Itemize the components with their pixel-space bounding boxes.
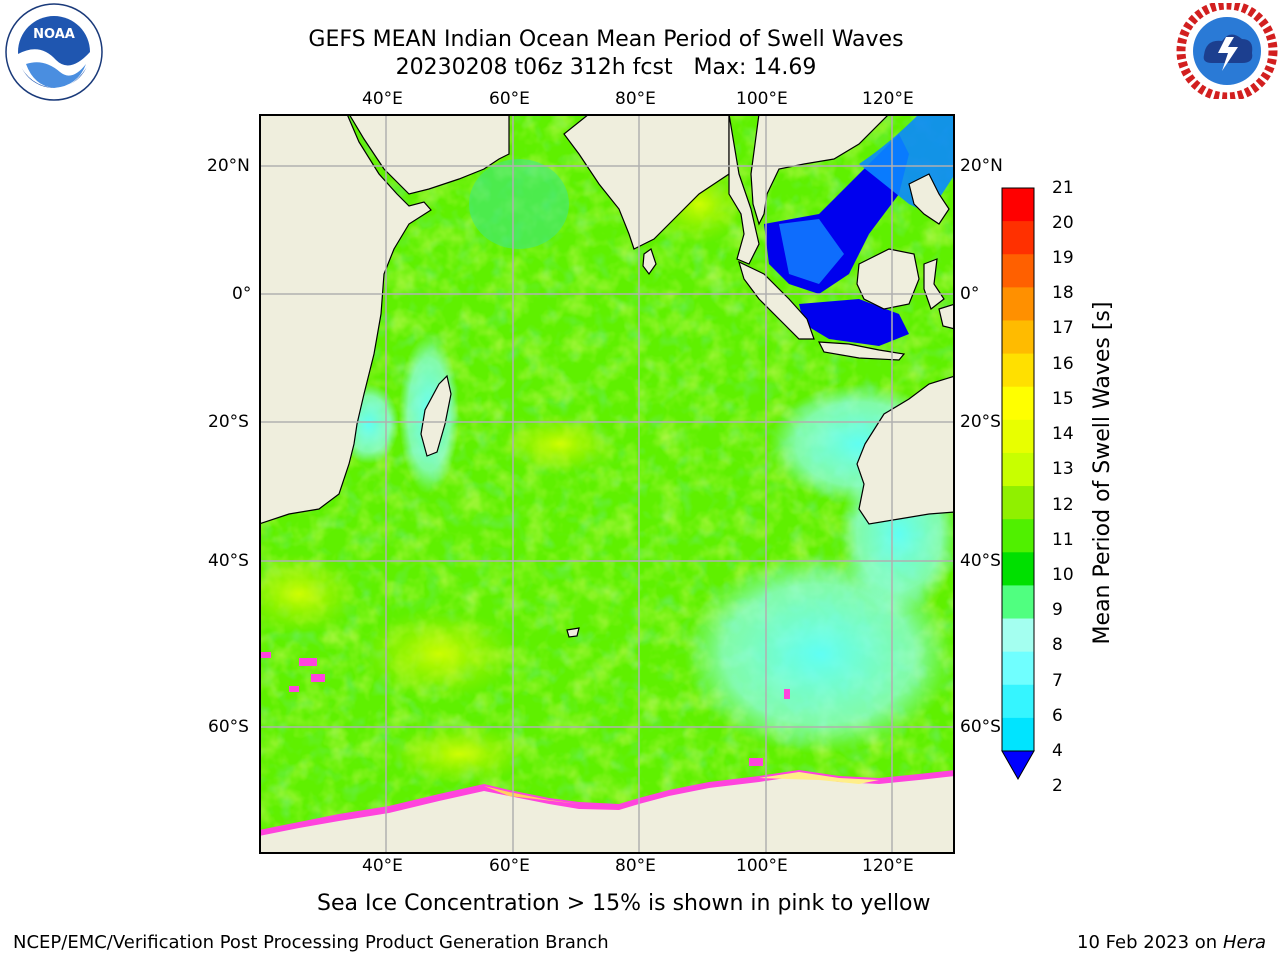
- lon-label-top: 100°E: [736, 89, 788, 109]
- colorbar-tick-label: 12: [1052, 495, 1074, 515]
- nws-logo: [1176, 0, 1278, 102]
- colorbar-tick-label: 9: [1052, 600, 1063, 620]
- colorbar-tick-label: 15: [1052, 389, 1074, 409]
- colorbar-label-box: Mean Period of Swell Waves [s]: [1081, 290, 1117, 656]
- colorbar-tick-label: 13: [1052, 459, 1074, 479]
- colorbar-segment: [1002, 651, 1034, 686]
- lat-label-right: 20°S: [960, 412, 1001, 432]
- low-period-region: [469, 159, 569, 249]
- colorbar-tick-label: 19: [1052, 248, 1074, 268]
- lat-label-right: 20°N: [960, 156, 1003, 176]
- colorbar-tick-label: 20: [1052, 213, 1074, 233]
- colorbar: [1000, 185, 1040, 785]
- colorbar-tick-label: 18: [1052, 283, 1074, 303]
- high-period-region: [239, 554, 359, 634]
- colorbar-tick-label: 14: [1052, 424, 1074, 444]
- colorbar-segment: [1002, 684, 1034, 719]
- sea-ice-note: Sea Ice Concentration > 15% is shown in …: [317, 891, 931, 916]
- high-period-region: [499, 414, 619, 474]
- colorbar-tick-label: 7: [1052, 671, 1063, 691]
- lat-label-left: 20°N: [207, 156, 250, 176]
- colorbar-tick-label: 21: [1052, 178, 1074, 198]
- colorbar-segment: [1002, 188, 1034, 222]
- lat-label-left: 0°: [232, 284, 252, 304]
- swell-period-map[interactable]: [239, 113, 959, 855]
- noaa-logo: NOAA: [4, 2, 104, 102]
- high-period-region: [389, 724, 529, 784]
- colorbar-segment: [1002, 353, 1034, 388]
- noaa-logo-text: NOAA: [33, 27, 75, 42]
- lon-label-bottom: 120°E: [862, 856, 914, 876]
- colorbar-tick-label: 4: [1052, 741, 1063, 761]
- lat-label-right: 40°S: [960, 551, 1001, 571]
- lon-label-bottom: 80°E: [615, 856, 656, 876]
- colorbar-segment: [1002, 717, 1034, 752]
- sea-ice: [259, 652, 955, 836]
- colorbar-segment: [1002, 585, 1034, 620]
- colorbar-tick-label: 16: [1052, 354, 1074, 374]
- graticule: [259, 114, 955, 854]
- lon-label-top: 120°E: [862, 89, 914, 109]
- colorbar-segment: [1002, 419, 1034, 454]
- colorbar-segment: [1002, 386, 1034, 421]
- lat-label-left: 60°S: [208, 717, 249, 737]
- colorbar-under-arrow: [1001, 750, 1035, 781]
- lon-label-bottom: 60°E: [489, 856, 530, 876]
- high-period-region: [359, 609, 519, 699]
- lat-label-left: 20°S: [208, 412, 249, 432]
- colorbar-segment: [1002, 486, 1034, 520]
- lat-label-right: 60°S: [960, 717, 1001, 737]
- colorbar-tick-label: 17: [1052, 318, 1074, 338]
- colorbar-frame: [1001, 187, 1035, 752]
- lon-label-top: 80°E: [615, 89, 656, 109]
- map-title: GEFS MEAN Indian Ocean Mean Period of Sw…: [308, 27, 904, 52]
- date-text: 10 Feb 2023 on: [1077, 932, 1218, 953]
- colorbar-segment: [1002, 320, 1034, 355]
- low-period-region: [779, 219, 844, 284]
- colorbar-segment: [1002, 452, 1034, 487]
- land: [258, 113, 956, 855]
- colorbar-graphic: [1001, 187, 1035, 781]
- lon-label-bottom: 100°E: [736, 856, 788, 876]
- lon-label-top: 40°E: [362, 89, 403, 109]
- date-stamp: 10 Feb 2023 on Hera: [1077, 932, 1266, 953]
- colorbar-tick-label: 8: [1052, 635, 1063, 655]
- credit-text: NCEP/EMC/Verification Post Processing Pr…: [13, 932, 609, 953]
- colorbar-tick-label: 11: [1052, 530, 1074, 550]
- lat-label-right: 0°: [960, 284, 980, 304]
- host-name: Hera: [1222, 932, 1266, 953]
- colorbar-segment: [1002, 618, 1034, 653]
- map-subtitle: 20230208 t06z 312h fcst Max: 14.69: [395, 55, 817, 80]
- colorbar-tick-label: 2: [1052, 776, 1063, 796]
- lat-label-left: 40°S: [208, 551, 249, 571]
- colorbar-segment: [1002, 287, 1034, 321]
- colorbar-label: Mean Period of Swell Waves [s]: [1090, 302, 1115, 645]
- colorbar-tick-label: 6: [1052, 706, 1063, 726]
- colorbar-segment: [1002, 254, 1034, 288]
- colorbar-segment: [1002, 221, 1034, 255]
- java-sea-low-period: [799, 299, 909, 346]
- colorbar-tick-label: 10: [1052, 565, 1074, 585]
- map-frame: [259, 114, 955, 854]
- lon-label-bottom: 40°E: [362, 856, 403, 876]
- colorbar-segment: [1002, 519, 1034, 553]
- colorbar-ticks: 21 20 19 18 17 16 15 14 13 12 11 10 9 8 …: [1052, 178, 1112, 796]
- lon-label-top: 60°E: [489, 89, 530, 109]
- colorbar-segment: [1002, 552, 1034, 586]
